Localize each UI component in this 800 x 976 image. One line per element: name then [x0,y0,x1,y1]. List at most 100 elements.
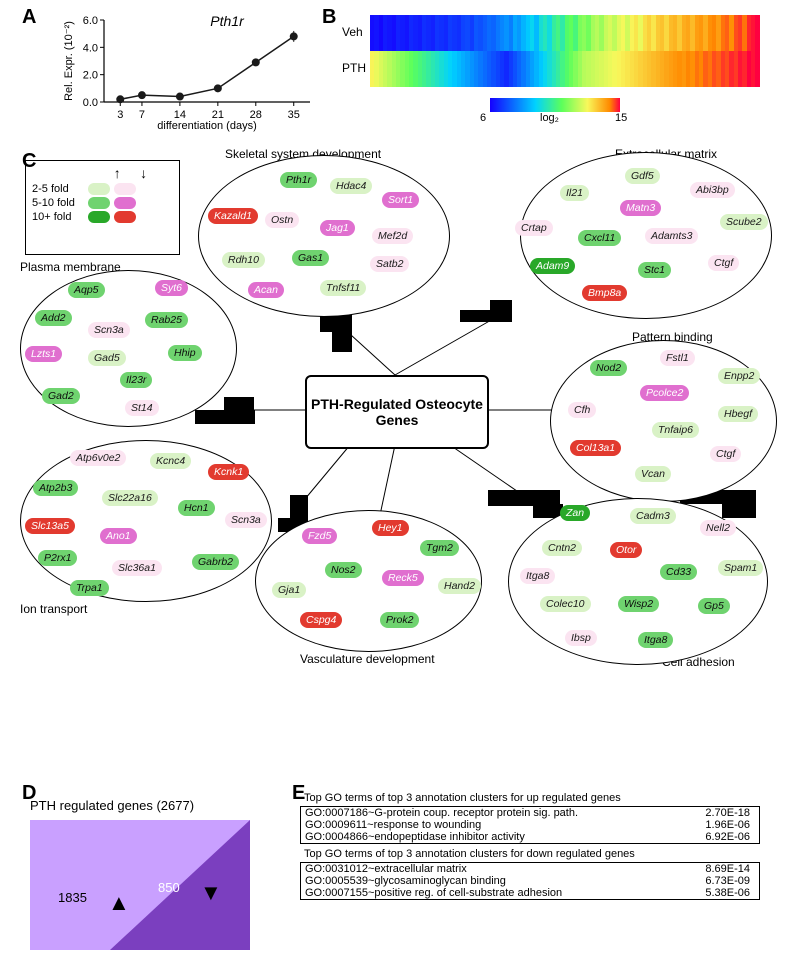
go-row: GO:0004866~endopeptidase inhibitor activ… [301,831,759,843]
gene-pill: Syt6 [155,280,188,296]
gene-pill: Scn3a [88,322,130,338]
gene-pill: Tgm2 [420,540,459,556]
gene-pill: P2rx1 [38,550,77,566]
svg-text:4.0: 4.0 [83,42,98,54]
svg-text:3: 3 [117,109,123,121]
gene-pill: Abi3bp [690,182,735,198]
gene-pill: Gja1 [272,582,306,598]
up-table-title: Top GO terms of top 3 annotation cluster… [300,790,770,806]
gene-pill: Hdac4 [330,178,372,194]
panel-e-tables: Top GO terms of top 3 annotation cluster… [300,790,770,950]
gene-pill: Ostn [265,212,299,228]
go-row: GO:0009611~response to wounding1.96E-06 [301,819,759,831]
scale-min: 6 [480,112,486,124]
gene-pill: Lzts1 [25,346,62,362]
go-up-table: GO:0007186~G-protein coup. receptor prot… [300,806,760,844]
center-title-box: PTH-Regulated Osteocyte Genes [305,375,489,449]
gene-pill: Il23r [120,372,152,388]
gene-pill: Aqp5 [68,282,105,298]
go-term: GO:0009611~response to wounding [305,819,660,831]
gene-pill: Pth1r [280,172,317,188]
gene-pill: Scube2 [720,214,768,230]
gene-pill: Cxcl11 [578,230,621,246]
line-chart-svg: 0.02.04.06.03714212835Rel. Expr. (10⁻²)d… [60,10,320,130]
gene-pill: Pcolce2 [640,385,689,401]
gene-pill: Kazald1 [208,208,258,224]
gene-pill: Gad2 [42,388,80,404]
gene-pill: Il21 [560,185,589,201]
panel-b-label: B [322,6,336,29]
gene-pill: Ctgf [710,446,741,462]
gene-pill: Gas1 [292,250,329,266]
gene-pill: Slc36a1 [112,560,162,576]
gene-pill: Stc1 [638,262,671,278]
connector [490,300,512,312]
gene-pill: Trpa1 [70,580,109,596]
scale-max: 15 [615,112,627,124]
gene-pill: Kcnc4 [150,453,191,469]
panel-a-chart: 0.02.04.06.03714212835Rel. Expr. (10⁻²)d… [60,10,320,130]
gene-pill: Hhip [168,345,202,361]
gene-pill: Hcn1 [178,500,215,516]
arrow-up-icon: ▲ [108,890,130,916]
go-pvalue: 5.38E-06 [660,887,750,899]
go-term: GO:0005539~glycosaminoglycan binding [305,875,660,887]
gene-pill: Ano1 [100,528,137,544]
connector [722,504,756,518]
center-title: PTH-Regulated Osteocyte Genes [307,396,487,428]
gene-pill: Cspg4 [300,612,342,628]
gene-pill: Atp2b3 [33,480,78,496]
gene-pill: Col13a1 [570,440,621,456]
gene-pill: Nod2 [590,360,627,376]
gene-pill: Hey1 [372,520,409,536]
gene-pill: Ibsp [565,630,597,646]
gene-pill: Cadm3 [630,508,676,524]
go-row: GO:0005539~glycosaminoglycan binding6.73… [301,875,759,887]
gene-pill: Kcnk1 [208,464,249,480]
panel-c-diagram: ↑ ↓ 2-5 fold5-10 fold10+ fold PTH-Regula… [20,150,780,680]
gene-pill: St14 [125,400,159,416]
go-term: GO:0007186~G-protein coup. receptor prot… [305,807,660,819]
gene-pill: Matn3 [620,200,661,216]
gene-pill: Itga8 [638,632,673,648]
gene-pill: Spam1 [718,560,763,576]
gene-pill: Cd33 [660,564,697,580]
gene-pill: Gp5 [698,598,730,614]
svg-text:35: 35 [288,109,300,121]
go-row: GO:0007186~G-protein coup. receptor prot… [301,807,759,819]
go-pvalue: 2.70E-18 [660,807,750,819]
svg-text:2.0: 2.0 [83,70,98,82]
heatmap-colorbar [490,98,620,112]
gene-pill: Gad5 [88,350,126,366]
svg-text:Pth1r: Pth1r [210,13,245,29]
gene-pill: Bmp8a [582,285,627,301]
svg-text:differentiation (days): differentiation (days) [157,120,256,132]
svg-text:0.0: 0.0 [83,97,98,109]
gene-pill: Crtap [515,220,553,236]
gene-pill: Hand2 [438,578,481,594]
svg-text:7: 7 [139,109,145,121]
go-pvalue: 6.73E-09 [660,875,750,887]
panel-b-heatmap: VehPTH 6 log₂ 15 [340,10,770,130]
gene-pill: Wisp2 [618,596,659,612]
panel-d-title: PTH regulated genes (2677) [30,798,194,813]
down-triangle [110,820,250,950]
gene-pill: Sort1 [382,192,419,208]
gene-pill: Tnfaip6 [652,422,699,438]
connector [332,332,352,352]
go-pvalue: 8.69E-14 [660,863,750,875]
arrow-down-icon: ▼ [200,880,222,906]
gene-pill: Fzd5 [302,528,337,544]
gene-pill: Reck5 [382,570,424,586]
gene-pill: Tnfsf11 [320,280,366,296]
gene-pill: Jag1 [320,220,355,236]
gene-pill: Cntn2 [542,540,582,556]
gene-pill: Gabrb2 [192,554,239,570]
gene-pill: Itga8 [520,568,555,584]
go-term: GO:0007155~positive reg. of cell-substra… [305,887,660,899]
heatmap-row [370,51,760,87]
go-row: GO:0007155~positive reg. of cell-substra… [301,887,759,899]
gene-pill: Zan [560,505,590,521]
gene-pill: Vcan [635,466,671,482]
gene-pill: Prok2 [380,612,419,628]
